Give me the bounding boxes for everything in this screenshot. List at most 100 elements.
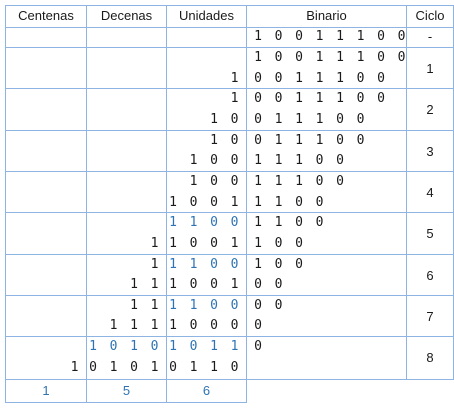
unidades-digit: 0	[230, 359, 239, 375]
unidades-digit: 0	[230, 297, 239, 313]
binario-digit: 0	[295, 194, 303, 210]
binario-digit: 0	[377, 70, 385, 86]
result-decenas: 5	[122, 383, 131, 398]
decenas-digit: 1	[130, 297, 138, 313]
decenas-digit: 0	[130, 359, 138, 375]
unidades-digit: 1	[230, 91, 239, 107]
unidades-digit: 1	[169, 318, 177, 334]
decenas-digit: 1	[109, 318, 118, 334]
ciclo-label: 6	[426, 267, 434, 283]
grid-line	[5, 47, 454, 48]
unidades-digit: 1	[210, 339, 218, 355]
header-ciclo: Ciclo	[415, 8, 445, 23]
unidades-digit: 0	[210, 297, 218, 313]
binario-digit: 0	[336, 173, 344, 189]
binario-digit: 1	[315, 111, 324, 127]
grid-line	[86, 5, 87, 403]
binario-digit: 0	[356, 132, 365, 148]
ciclo-label: 8	[426, 350, 434, 366]
unidades-digit: 1	[189, 153, 198, 169]
binario-digit: 0	[336, 132, 344, 148]
unidades-digit: 0	[210, 194, 218, 210]
binario-digit: 0	[254, 132, 262, 148]
initial-binario-digit: 0	[397, 29, 406, 44]
unidades-digit: 1	[230, 70, 239, 86]
unidades-digit: 1	[210, 132, 218, 148]
decenas-digit: 1	[150, 297, 159, 313]
initial-binario-digit: 1	[336, 29, 344, 44]
unidades-digit: 0	[210, 153, 218, 169]
unidades-digit: 1	[230, 235, 239, 251]
binario-digit: 1	[254, 50, 262, 65]
result-centenas: 1	[42, 383, 50, 398]
unidades-digit: 1	[230, 339, 239, 355]
unidades-digit: 0	[230, 173, 239, 189]
ciclo-label: 4	[426, 184, 434, 200]
unidades-digit: 0	[169, 359, 177, 375]
binario-digit: 1	[295, 111, 303, 127]
unidades-digit: 0	[189, 339, 198, 355]
decenas-digit: 0	[89, 359, 97, 375]
binario-digit: 1	[295, 91, 303, 107]
binario-digit: 1	[295, 132, 303, 148]
binario-digit: 0	[315, 173, 324, 189]
unidades-digit: 0	[189, 235, 198, 251]
binario-digit: 0	[377, 91, 385, 107]
binario-digit: 0	[356, 70, 365, 86]
binario-digit: 0	[274, 297, 283, 313]
binario-digit: 1	[315, 132, 324, 148]
decenas-digit: 0	[109, 339, 118, 355]
binario-digit: 0	[274, 256, 283, 272]
ciclo-label: 3	[426, 143, 434, 159]
binario-digit: 1	[315, 70, 324, 86]
initial-binario-digit: 0	[274, 29, 283, 44]
unidades-digit: 0	[230, 153, 239, 169]
grid-line	[406, 5, 407, 380]
result-unidades: 6	[202, 383, 211, 398]
binario-digit: 0	[397, 50, 406, 65]
binario-digit: 1	[295, 70, 303, 86]
binario-digit: 0	[356, 111, 365, 127]
unidades-digit: 1	[189, 297, 198, 313]
header-unidades: Unidades	[179, 8, 234, 23]
ciclo-label: 1	[426, 61, 434, 76]
binario-digit: 1	[274, 173, 283, 189]
decenas-digit: 1	[150, 359, 159, 375]
grid-line	[5, 336, 454, 337]
unidades-digit: 1	[169, 194, 177, 210]
binario-digit: 0	[254, 297, 262, 313]
binario-digit: 0	[315, 194, 324, 210]
binario-digit: 1	[274, 132, 283, 148]
grid-line	[5, 88, 454, 89]
unidades-digit: 1	[230, 277, 239, 293]
binario-digit: 0	[295, 50, 303, 65]
unidades-digit: 1	[169, 277, 177, 293]
grid-line	[5, 402, 247, 403]
unidades-digit: 0	[210, 318, 218, 334]
binario-digit: 1	[274, 194, 283, 210]
binario-digit: 1	[274, 153, 283, 169]
binario-digit: 1	[274, 215, 283, 231]
unidades-digit: 1	[169, 215, 177, 231]
unidades-digit: 0	[189, 318, 198, 334]
decenas-digit: 1	[130, 277, 138, 293]
decenas-digit: 1	[89, 339, 97, 355]
unidades-digit: 0	[210, 256, 218, 272]
unidades-digit: 0	[210, 173, 218, 189]
unidades-digit: 1	[189, 256, 198, 272]
binario-digit: 1	[254, 235, 262, 251]
binario-digit: 0	[315, 215, 324, 231]
unidades-digit: 1	[210, 359, 218, 375]
binario-digit: 0	[336, 111, 344, 127]
binario-digit: 1	[315, 50, 324, 65]
unidades-digit: 1	[189, 359, 198, 375]
